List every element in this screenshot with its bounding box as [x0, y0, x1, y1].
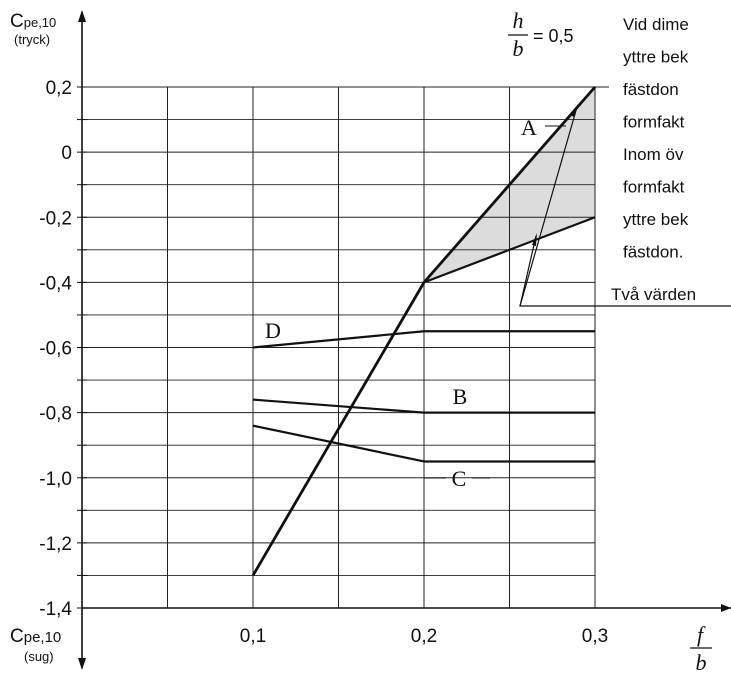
series-line-c: [252, 424, 595, 463]
series-line-d: [252, 330, 595, 349]
y-tick-label: -0,4: [39, 273, 72, 294]
y-tick-label: 0,2: [46, 78, 72, 99]
y-tick-labels: 0,2 0 -0,2 -0,4 -0,6 -0,8 -1,0 -1,2 -1,4: [39, 78, 72, 620]
series-lines: [251, 86, 597, 577]
y-tick-label: -1,4: [39, 599, 72, 620]
callout-arrows: [519, 106, 731, 307]
series-line-lower-bound: [423, 216, 596, 284]
y-axis-arrow-down: [78, 658, 86, 670]
side-note: Vid dime yttre bek fästdon formfakt Inom öv f…: [623, 15, 689, 262]
y-label-top-main: C: [10, 11, 24, 32]
side-note-line: fästdon.: [623, 243, 684, 262]
ratio-value: = 0,5: [533, 26, 574, 46]
y-label-top: Cpe,10: [10, 11, 56, 32]
callout-text: Två värden: [611, 285, 696, 304]
side-note-line: formfakt: [623, 113, 685, 132]
side-note-line: formfakt: [623, 178, 685, 197]
y-axis-arrow-up: [78, 10, 86, 22]
y-tick-label: -1,0: [39, 469, 72, 490]
side-note-line: yttre bek: [623, 48, 689, 67]
series-label-b: B: [453, 384, 468, 409]
axes: [77, 10, 731, 670]
ratio-numerator: h: [513, 8, 524, 33]
series-label-c: C: [452, 466, 467, 491]
side-note-line: Inom öv: [623, 145, 684, 164]
x-tick-label: 0,2: [411, 626, 437, 647]
side-note-line: fästdon: [623, 80, 679, 99]
arrowhead-upper: [570, 104, 578, 117]
y-tick-label: -0,8: [39, 404, 72, 425]
y-tick-label: 0: [61, 143, 72, 164]
y-label-bottom: Cpe,10: [10, 626, 61, 647]
x-tick-label: 0,3: [582, 626, 608, 647]
grid: [82, 86, 609, 609]
y-label-bottom-sub: pe,10: [24, 629, 62, 646]
y-label-bottom-note: (sug): [24, 649, 54, 664]
x-label-numerator: f: [697, 622, 706, 647]
x-label-denominator: b: [696, 650, 707, 675]
series-label-a: A: [521, 115, 537, 140]
y-label-top-note: (tryck): [14, 32, 50, 47]
y-tick-label: -0,2: [39, 208, 72, 229]
y-tick-label: -0,6: [39, 339, 72, 360]
y-tick-label: -1,2: [39, 534, 72, 555]
series-line-b: [252, 398, 595, 414]
x-tick-labels: 0,1 0,2 0,3: [240, 626, 608, 647]
y-label-bottom-main: C: [10, 626, 24, 647]
ratio-denominator: b: [513, 36, 524, 61]
x-axis-arrow: [721, 604, 731, 612]
x-tick-label: 0,1: [240, 626, 266, 647]
series-labels: A D B C: [265, 115, 566, 491]
series-label-d: D: [265, 318, 281, 343]
side-note-line: Vid dime: [623, 15, 689, 34]
y-label-top-sub: pe,10: [24, 15, 57, 30]
arrowhead-lower: [532, 233, 537, 246]
side-note-line: yttre bek: [623, 210, 689, 229]
